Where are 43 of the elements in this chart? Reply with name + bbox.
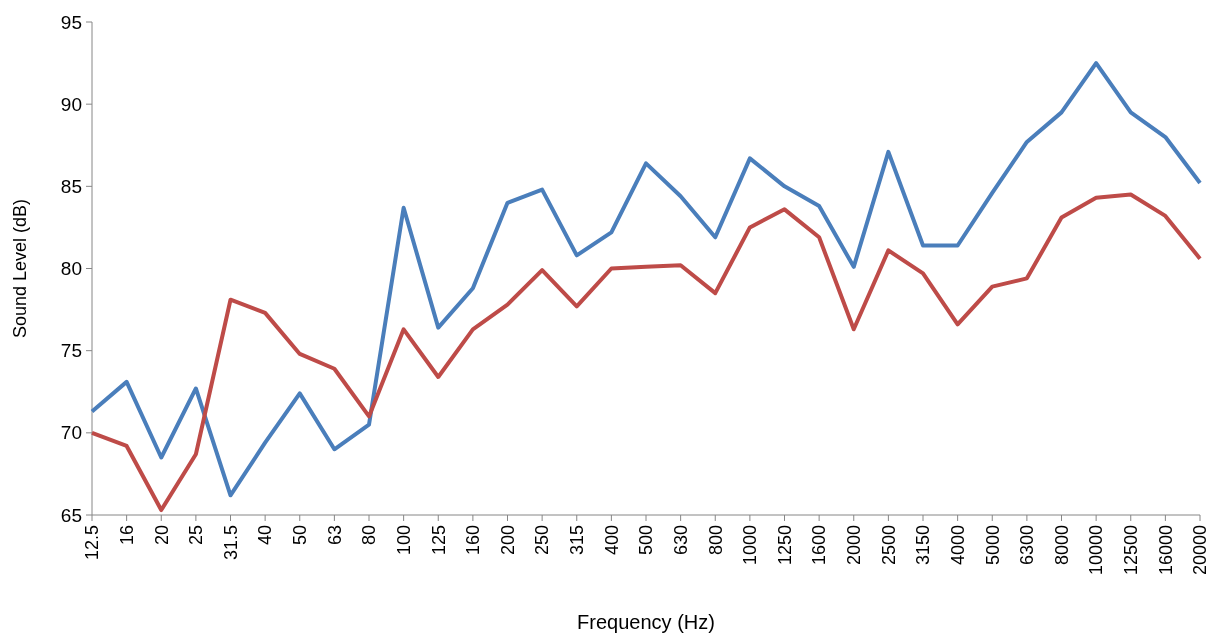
x-tick-label: 2000 [844, 525, 865, 566]
y-tick-label: 95 [60, 11, 82, 33]
x-tick-label: 20 [151, 525, 172, 546]
x-tick-label: 4000 [947, 525, 968, 566]
x-tick-label: 16 [116, 525, 137, 546]
x-tick-label: 160 [463, 525, 484, 556]
y-axis-title: Sound Level (dB) [10, 198, 30, 339]
x-axis-title: Frequency (Hz) [577, 611, 715, 633]
x-tick-label: 50 [290, 525, 311, 546]
y-tick-label: 70 [60, 422, 82, 444]
y-tick-label: 85 [60, 175, 82, 197]
x-tick-label: 125 [428, 525, 449, 556]
x-tick-label: 200 [497, 525, 518, 556]
x-tick-label: 31.5 [220, 525, 241, 561]
x-tick-label: 630 [670, 525, 691, 556]
x-tick-label: 400 [601, 525, 622, 556]
x-tick-label: 5000 [982, 525, 1003, 566]
y-tick-label: 65 [60, 504, 82, 526]
x-tick-label: 40 [255, 525, 276, 546]
y-tick-label: 80 [60, 258, 82, 280]
y-tick-label: 90 [60, 93, 82, 115]
line-series [90, 61, 1202, 498]
x-tick-label: 500 [636, 525, 657, 556]
x-tick-label: 800 [705, 525, 726, 556]
x-tick-label: 1600 [809, 525, 830, 566]
x-tick-label: 1000 [740, 525, 761, 566]
x-tick-label: 25 [186, 525, 207, 546]
x-tick-label: 63 [324, 525, 345, 546]
x-tick-label: 315 [567, 525, 588, 556]
x-tick-label: 10000 [1086, 525, 1107, 576]
x-tick-label: 8000 [1051, 525, 1072, 566]
y-tick-label: 75 [60, 340, 82, 362]
x-tick-label: 80 [359, 525, 380, 546]
x-tick-label: 16000 [1155, 525, 1176, 576]
x-tick-label: 1250 [774, 525, 795, 566]
x-tick-label: 3150 [913, 525, 934, 566]
x-tick-label: 12.5 [82, 525, 103, 561]
x-tick-label: 6300 [1017, 525, 1038, 566]
x-tick-label: 100 [393, 525, 414, 556]
x-tick-label: 20000 [1190, 525, 1211, 576]
x-tick-label: 250 [532, 525, 553, 556]
x-tick-label: 12500 [1121, 525, 1142, 576]
x-tick-label: 2500 [878, 525, 899, 566]
